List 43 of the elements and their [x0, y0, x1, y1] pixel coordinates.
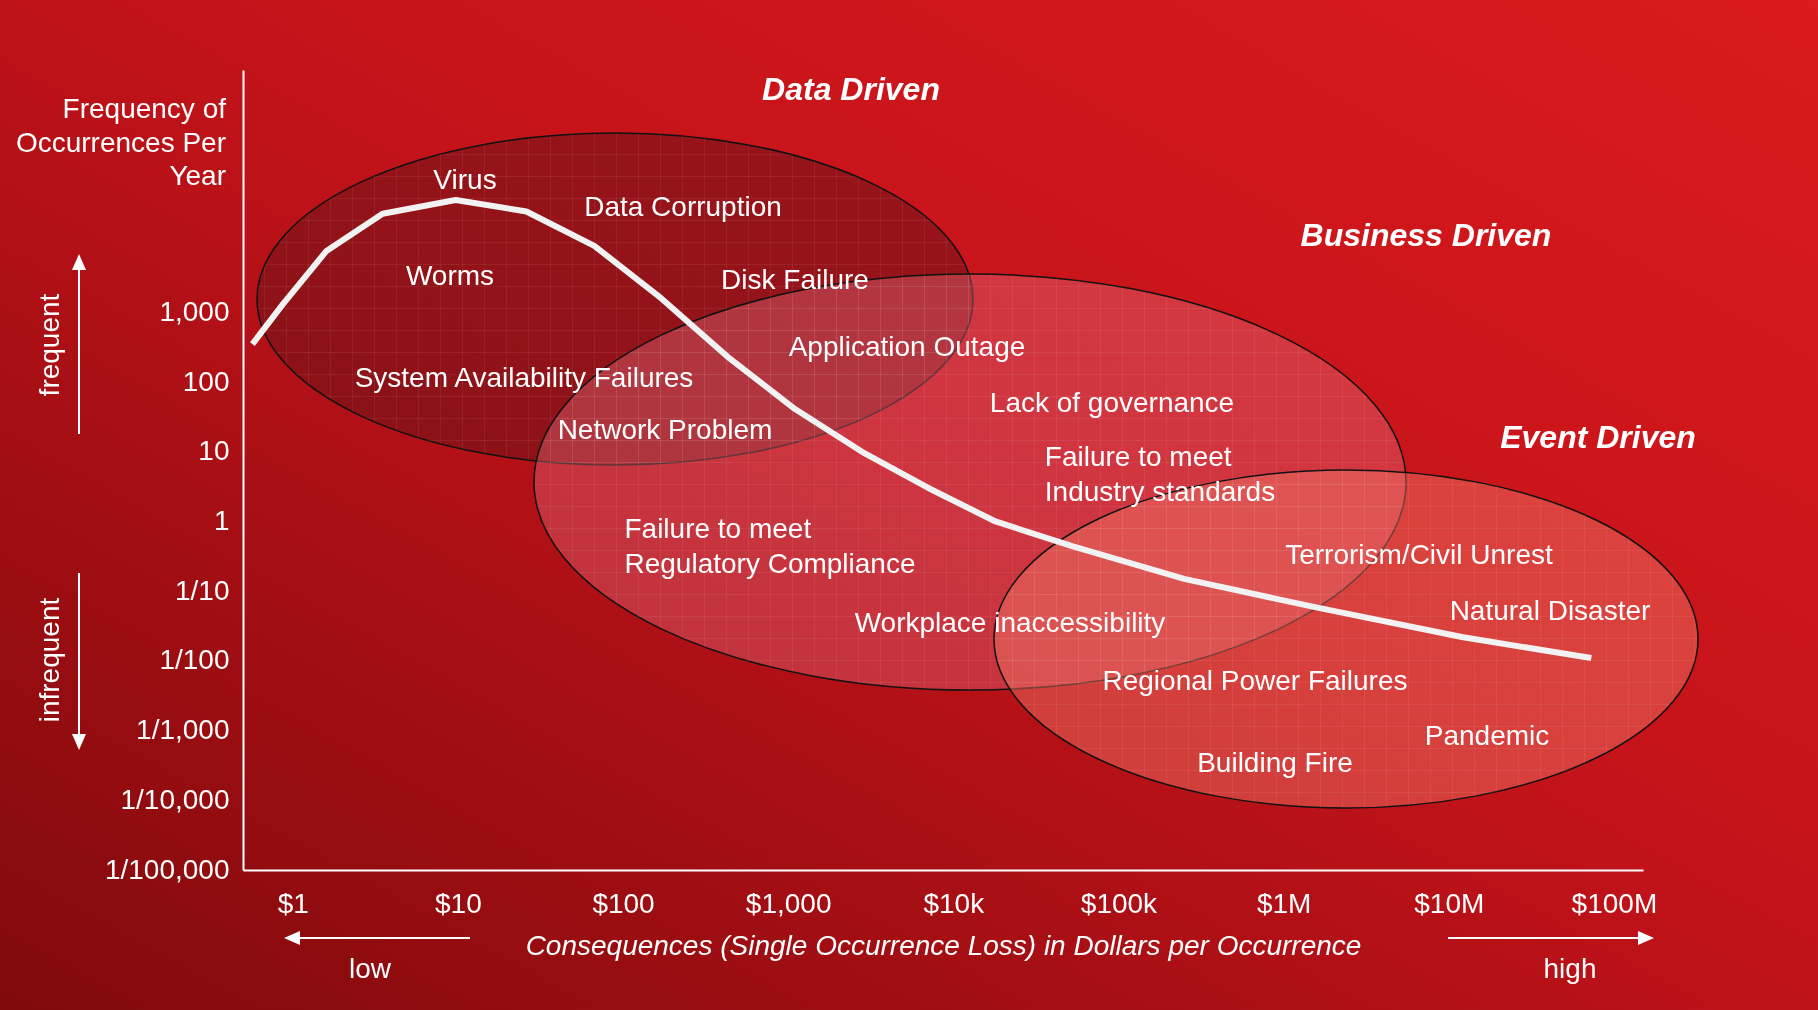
annotation: Natural Disaster: [1449, 593, 1651, 628]
annotation: Pandemic: [1424, 718, 1550, 753]
y-tick-label: 1/1,000: [136, 714, 230, 746]
x-tick-label: $100: [592, 887, 655, 919]
y-tick-label: 1/10,000: [120, 783, 230, 815]
annotation: Failure to meet Regulatory Compliance: [624, 512, 916, 581]
annotation: Network Problem: [557, 412, 773, 447]
annotation: Application Outage: [788, 329, 1026, 364]
annotation: Terrorism/Civil Unrest: [1285, 537, 1553, 572]
x-tick-label: $1: [277, 887, 309, 919]
y-tick-label: 1/100,000: [104, 853, 230, 885]
annotation: Virus: [433, 162, 497, 197]
x-tick-label: $100M: [1571, 887, 1658, 919]
annotation: Data Driven: [762, 70, 940, 109]
x-tick-label: $10M: [1414, 887, 1485, 919]
x-tick-label: $100k: [1080, 887, 1159, 919]
y-tick-label: 1,000: [159, 295, 230, 327]
x-tick-label: $10k: [923, 887, 986, 919]
annotation: Business Driven: [1300, 216, 1552, 255]
annotation: Regional Power Failures: [1102, 663, 1408, 698]
annotation: Lack of governance: [989, 385, 1235, 420]
annotation: Failure to meet Industry standards: [1044, 440, 1276, 509]
y-tick-label: 1/100: [159, 644, 230, 676]
annotation: Workplace inaccessibility: [854, 605, 1166, 640]
annotation: Building Fire: [1197, 745, 1353, 780]
y-tick-label: 1/10: [175, 574, 230, 606]
x-tick-label: $1M: [1256, 887, 1312, 919]
text: low: [348, 951, 392, 986]
annotation: Worms: [405, 258, 495, 293]
x-tick-label: $1,000: [745, 887, 832, 919]
y-tick-label: 100: [182, 365, 230, 397]
annotation: Event Driven: [1500, 418, 1696, 457]
x-axis-title: Consequences (Single Occurrence Loss) in Dollars per Occurrence: [525, 929, 1362, 961]
annotation: Disk Failure: [721, 262, 869, 297]
x-tick-label: $10: [435, 887, 482, 919]
text: high: [1543, 951, 1597, 986]
text: frequent: [32, 293, 66, 397]
annotation: Data Corruption: [584, 189, 782, 224]
annotation: System Availability Failures: [354, 360, 694, 395]
y-tick-label: 1: [213, 504, 230, 536]
y-tick-label: 10: [198, 435, 230, 467]
text: infrequent: [32, 597, 66, 723]
y-axis-title: Frequency of Occurrences Per Year: [14, 92, 226, 193]
